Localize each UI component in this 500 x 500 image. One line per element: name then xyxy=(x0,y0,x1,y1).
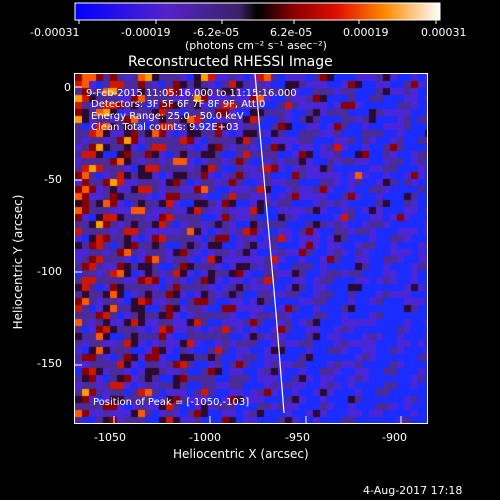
y-tick-1: -50 xyxy=(44,173,62,186)
plot-overlay xyxy=(74,73,402,424)
limb-line xyxy=(254,73,285,414)
heatmap-canvas xyxy=(75,74,427,423)
y-tick-2: -100 xyxy=(37,265,62,278)
y-tick-0: 0 xyxy=(64,81,71,94)
y-axis-title: Heliocentric Y (arcsec) xyxy=(11,194,25,330)
detectors-label: Detectors: 3F 5F 6F 7F 8F 9F, Att 0 xyxy=(91,99,266,110)
y-tick-3: -150 xyxy=(37,357,62,370)
colorbar-tick-6: 0.00031 xyxy=(421,26,467,39)
colorbar-tick-3: -6.2e-05 xyxy=(193,26,240,39)
colorbar-tick-4: 6.2e-05 xyxy=(270,26,313,39)
x-tick-3: -900 xyxy=(382,431,407,444)
time-range: 9-Feb-2015 11:05:16.000 to 11:15:16.000 xyxy=(86,88,297,99)
colorbar-unit-label: (photons cm⁻² s⁻¹ asec⁻²) xyxy=(185,39,327,52)
energy-range: Energy Range: 25.0 - 50.0 keV xyxy=(91,111,244,122)
x-axis-title: Heliocentric X (arcsec) xyxy=(173,447,309,461)
colorbar-tick-2: -0.00019 xyxy=(121,26,171,39)
peak-position: Position of Peak = [-1050,-103] xyxy=(93,397,250,408)
colorbar-tick-5: 0.00019 xyxy=(343,26,389,39)
plot-title: Reconstructed RHESSI Image xyxy=(128,54,333,70)
colorbar-tick-1: -0.00031 xyxy=(30,26,80,39)
rhessi-image xyxy=(74,73,428,424)
x-tick-1: -1000 xyxy=(189,431,221,444)
colorbar xyxy=(74,2,441,24)
x-tick-0: -1050 xyxy=(94,431,126,444)
clean-counts: Clean Total counts: 9.92E+03 xyxy=(91,122,239,133)
footer-date: 4-Aug-2017 17:18 xyxy=(363,484,463,497)
x-tick-2: -950 xyxy=(285,431,310,444)
colorbar-gradient xyxy=(74,2,441,21)
